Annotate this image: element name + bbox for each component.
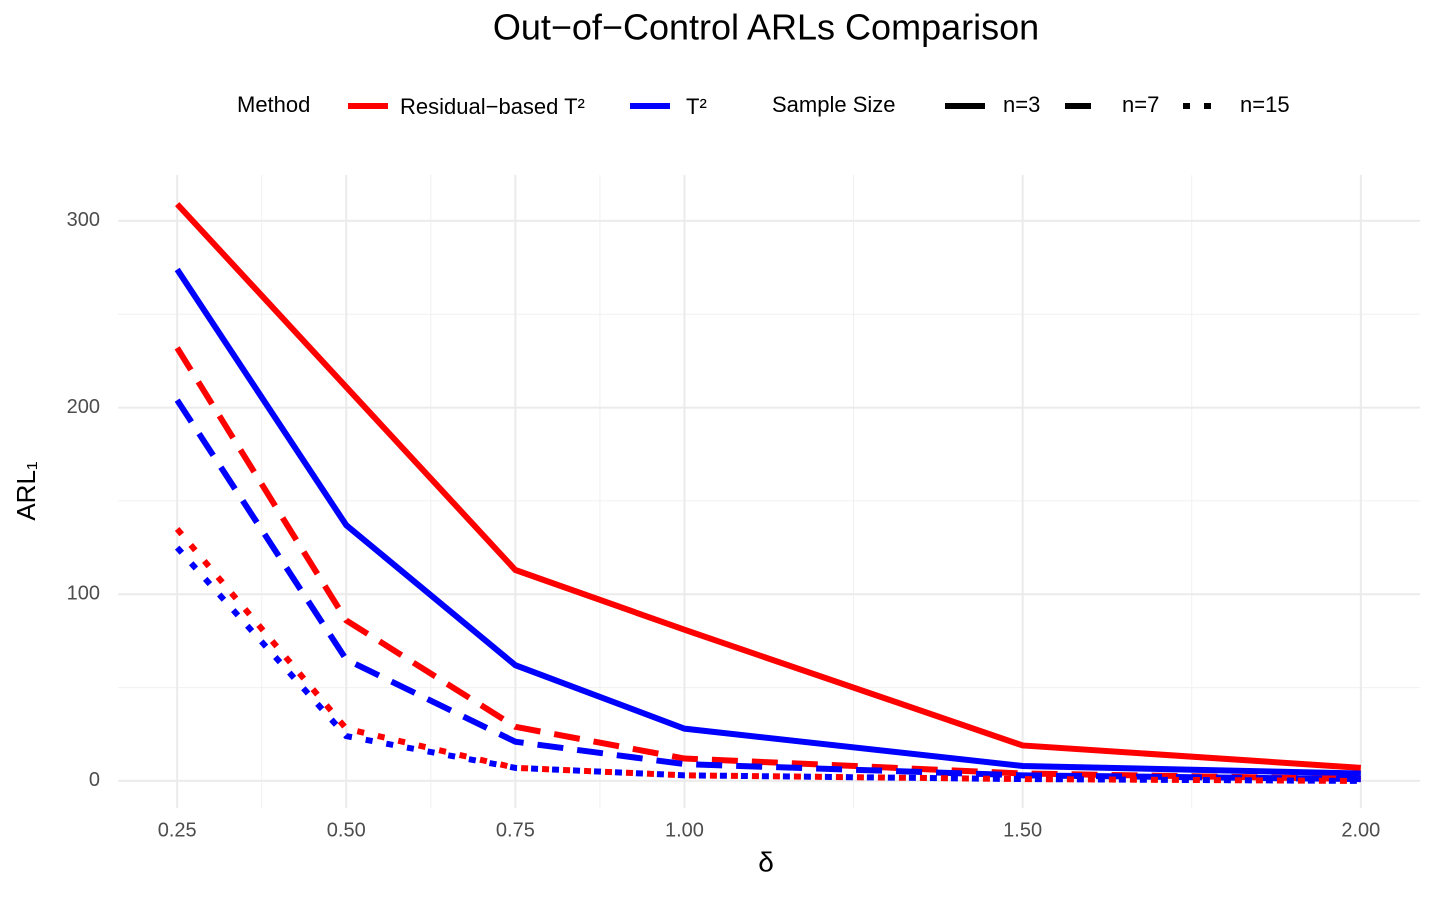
y-tick-label: 100 bbox=[67, 583, 100, 605]
x-tick-label: 0.25 bbox=[158, 819, 197, 841]
chart-title: Out−of−Control ARLs Comparison bbox=[493, 7, 1039, 48]
line-series bbox=[174, 526, 1361, 784]
legend-label: n=15 bbox=[1240, 92, 1290, 117]
x-tick-label: 0.75 bbox=[496, 819, 535, 841]
x-tick-label: 2.00 bbox=[1341, 819, 1380, 841]
y-tick-label: 300 bbox=[67, 209, 100, 231]
legend-title: Sample Size bbox=[772, 92, 896, 117]
y-tick-label: 0 bbox=[89, 769, 100, 791]
legend-title: Method bbox=[237, 92, 310, 117]
x-tick-label: 0.50 bbox=[327, 819, 366, 841]
legend-label: Residual−based T² bbox=[400, 94, 585, 119]
x-axis-label: δ bbox=[758, 846, 774, 877]
line-series bbox=[174, 267, 1361, 777]
line-series bbox=[174, 398, 1361, 783]
y-tick-label: 200 bbox=[67, 396, 100, 418]
line-series bbox=[174, 346, 1361, 783]
legend-label: n=3 bbox=[1003, 92, 1040, 117]
line-series bbox=[174, 545, 1361, 784]
line-series bbox=[174, 202, 1362, 771]
legend-label: T² bbox=[686, 94, 707, 119]
y-axis-label: ARL₁ bbox=[11, 461, 41, 521]
x-tick-label: 1.50 bbox=[1003, 819, 1042, 841]
legend-label: n=7 bbox=[1122, 92, 1159, 117]
x-tick-label: 1.00 bbox=[665, 819, 704, 841]
